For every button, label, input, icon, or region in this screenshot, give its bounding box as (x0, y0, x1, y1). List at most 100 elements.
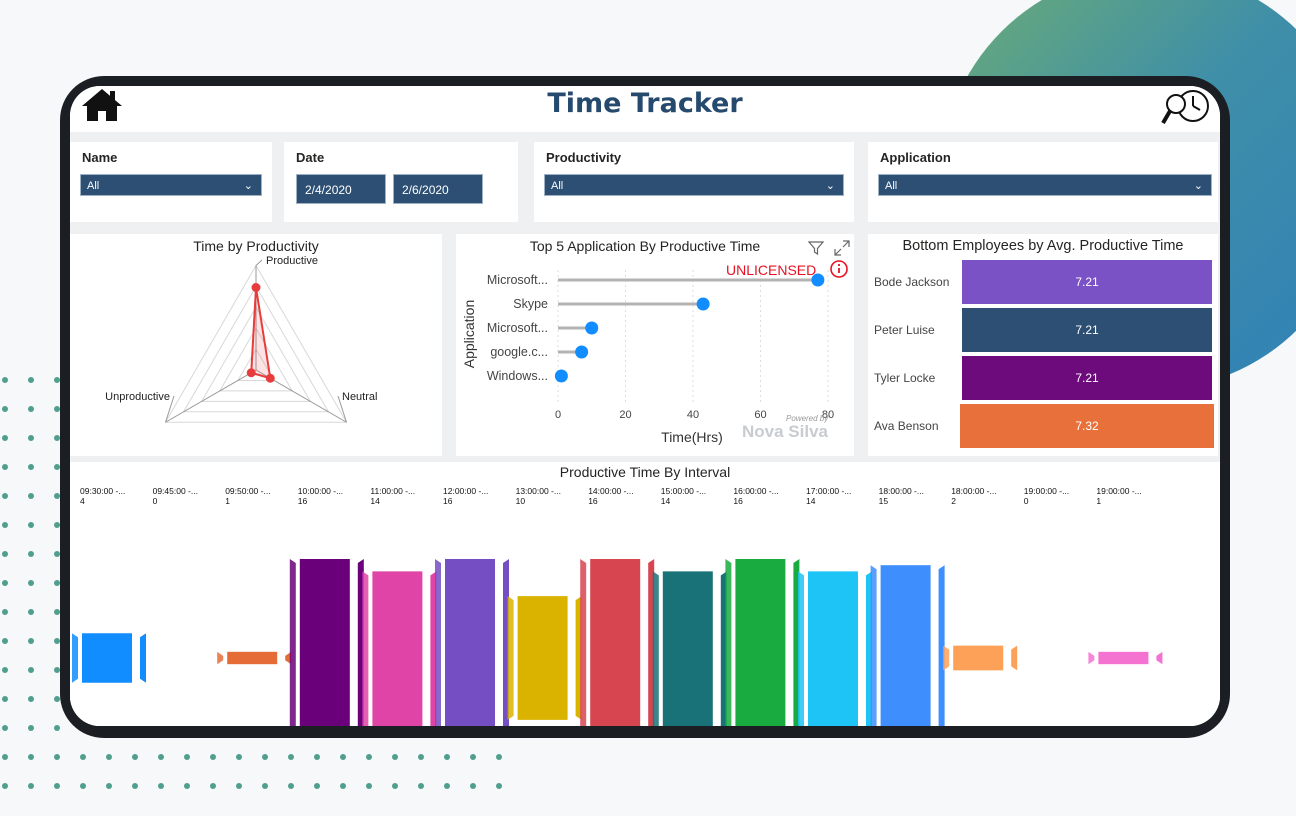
bottom-employees-card: Bottom Employees by Avg. Productive Time… (868, 234, 1218, 456)
interval-connector (430, 571, 437, 726)
dot (28, 464, 34, 470)
page-title: Time Tracker (547, 88, 743, 119)
radar-grid (200, 306, 312, 402)
interval-label: 14:00:00 -... (588, 486, 633, 496)
filter-icon[interactable] (807, 240, 825, 261)
dot (2, 667, 8, 673)
focus-mode-icon[interactable] (834, 240, 850, 261)
dot (54, 464, 60, 470)
application-dropdown[interactable]: All ⌄ (878, 174, 1212, 196)
dot (28, 522, 34, 528)
top-apps-chart-title: Top 5 Application By Productive Time (529, 238, 761, 254)
employee-bar[interactable]: 7.21 (962, 260, 1212, 304)
dot (28, 609, 34, 615)
dot (2, 725, 8, 731)
dot (54, 580, 60, 586)
x-tick-label: 40 (687, 409, 699, 421)
dot (184, 783, 190, 789)
interval-connector (720, 571, 727, 726)
interval-connector (798, 571, 804, 726)
x-tick-label: 60 (754, 409, 766, 421)
dot (2, 377, 8, 383)
x-tick-label: 80 (822, 409, 834, 421)
dot (340, 783, 346, 789)
interval-label: 11:00:00 -... (370, 486, 415, 496)
end-date-input[interactable]: 2/6/2020 (393, 174, 483, 204)
y-tick-label: Microsoft... (487, 321, 548, 335)
productivity-dropdown-value: All (551, 180, 564, 192)
dot (262, 783, 268, 789)
interval-count: 4 (80, 496, 85, 506)
dot (418, 754, 424, 760)
interval-connector (575, 596, 582, 720)
dot (28, 754, 34, 760)
chevron-down-icon: ⌄ (243, 180, 253, 192)
dot (80, 783, 86, 789)
dot (314, 754, 320, 760)
chevron-down-icon: ⌄ (1193, 180, 1203, 192)
dot (28, 406, 34, 412)
dot (54, 725, 60, 731)
dot (392, 754, 398, 760)
dot (2, 551, 8, 557)
interval-label: 10:00:00 -... (298, 486, 343, 496)
interval-chart-title: Productive Time By Interval (559, 464, 731, 480)
dot (340, 754, 346, 760)
interval-connector (652, 571, 659, 726)
dot (28, 580, 34, 586)
time-search-icon[interactable] (1160, 86, 1212, 135)
dot (28, 667, 34, 673)
dot (2, 580, 8, 586)
radar-label-leader (165, 395, 175, 423)
dot (236, 783, 242, 789)
dot (444, 783, 450, 789)
radar-grid (182, 285, 330, 413)
interval-count: 14 (370, 496, 380, 506)
radar-series (250, 287, 272, 380)
interval-label: 09:45:00 -... (153, 486, 198, 496)
start-date-input[interactable]: 2/4/2020 (296, 174, 386, 204)
dot (2, 783, 8, 789)
employee-bar[interactable]: 7.21 (962, 308, 1212, 352)
dashboard-body: Name All ⌄ Date 2/4/2020 2/6/2020 Produc… (70, 132, 1220, 726)
interval-count: 0 (1024, 496, 1029, 506)
dot (132, 754, 138, 760)
interval-connector (793, 559, 800, 726)
dot (2, 754, 8, 760)
dot (2, 435, 8, 441)
dot (54, 522, 60, 528)
dot (2, 522, 8, 528)
productivity-dropdown[interactable]: All ⌄ (544, 174, 844, 196)
y-tick-label: google.c... (490, 345, 548, 359)
employee-bar[interactable]: 7.32 (960, 404, 1214, 448)
employee-bar[interactable]: 7.21 (962, 356, 1212, 400)
interval-connector (1011, 645, 1018, 671)
lollipop-chart: 0 20 40 60 80 Microsoft... Skype Microsoft... go… (461, 270, 834, 445)
interval-label: 09:30:00 -... (80, 486, 125, 496)
dot (28, 696, 34, 702)
interval-connector (507, 596, 514, 720)
dot (210, 754, 216, 760)
interval-connector (217, 651, 224, 665)
powered-by-label: Powered by (786, 414, 829, 423)
interval-chart-card: Productive Time By Interval 09:30:00 -..… (70, 462, 1220, 726)
name-filter-label: Name (82, 150, 118, 165)
dot (366, 754, 372, 760)
employee-name: Ava Benson (874, 419, 939, 433)
home-icon[interactable] (80, 86, 124, 129)
radar-chart: Productive Neutral Unproductive (105, 255, 377, 423)
x-axis-title: Time(Hrs) (661, 429, 723, 445)
name-filter-card: Name All ⌄ (70, 142, 272, 222)
info-icon[interactable] (830, 260, 848, 283)
radar-label-leader (255, 259, 263, 266)
interval-bar (227, 651, 278, 665)
interval-bar (880, 565, 931, 726)
interval-connector (938, 565, 945, 726)
productivity-chart-title: Time by Productivity (193, 238, 319, 254)
radar-point (251, 283, 261, 292)
interval-label: 12:00:00 -... (443, 486, 488, 496)
interval-count: 16 (443, 496, 453, 506)
interval-count: 15 (879, 496, 889, 506)
name-dropdown[interactable]: All ⌄ (80, 174, 262, 196)
interval-flow-chart: 09:30:00 -...409:45:00 -...009:50:00 -..… (72, 486, 1163, 726)
